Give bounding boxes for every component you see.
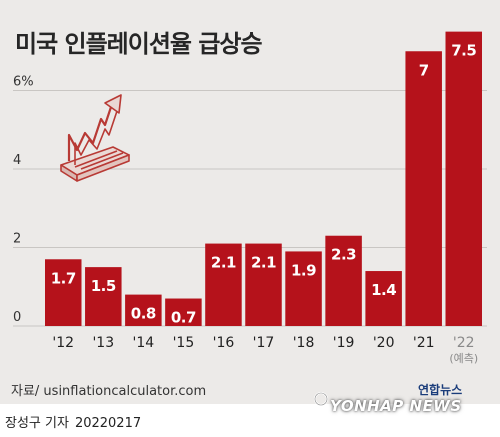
bar: [45, 259, 82, 326]
x-axis-tick-labels: '12 '13 '14 '15 '16 '17 '18 '19 '20 '21 '22: [52, 335, 474, 351]
brand-name-english: YONHAP NEWS: [330, 397, 462, 415]
credit-line: 장성구 기자 20220217: [5, 412, 141, 431]
bar: [245, 243, 282, 326]
value-labels: 1.7 1.5 0.8 0.7 2.1 2.1 1.9 2.3 1.4 7 7.5: [51, 42, 477, 327]
bar-value-label: 2.1: [251, 254, 276, 272]
bar-value-label: 2.1: [211, 254, 236, 272]
bars: [45, 31, 482, 326]
bar-value-label: 1.5: [91, 277, 116, 295]
bar-value-label: 7: [419, 61, 429, 79]
bar-chart: 1.7 1.5 0.8 0.7 2.1 2.1 1.9 2.3 1.4 7 7.5 0 2 4 6% '1…: [13, 31, 487, 365]
x-tick-label: '19: [333, 335, 355, 351]
reporter-name: 장성구 기자: [5, 416, 69, 431]
x-tick-label: '15: [173, 335, 195, 351]
x-tick-label: '14: [133, 335, 155, 351]
rising-arrow-illustration-icon: [60, 94, 130, 182]
x-tick-label: '17: [253, 335, 275, 351]
bar: [405, 51, 442, 326]
x-tick-label: '20: [373, 335, 395, 351]
x-tick-label: '12: [52, 335, 74, 351]
x-tick-label: '16: [213, 335, 235, 351]
yonhap-logo-icon: [314, 392, 328, 406]
x-tick-label: '13: [92, 335, 114, 351]
bar: [85, 267, 122, 326]
x-tick-label: '21: [413, 335, 435, 351]
bar: [205, 243, 242, 326]
bar-value-label: 1.4: [371, 281, 396, 299]
bar: [125, 294, 162, 326]
source-note: 자료/ usinflationcalculator.com: [11, 384, 207, 399]
bar-value-label: 0.7: [171, 309, 196, 327]
bar: [285, 251, 322, 326]
bar-value-label: 0.8: [131, 305, 156, 323]
bar-value-label: 1.7: [51, 269, 76, 287]
bar-value-label: 1.9: [291, 261, 316, 279]
x-axis-notes: (예측): [449, 352, 478, 365]
y-axis-tick-labels: 0 2 4 6%: [13, 75, 34, 326]
y-tick-label: 2: [13, 232, 21, 247]
y-tick-label: 4: [13, 153, 21, 168]
chart-title: 미국 인플레이션율 급상승: [15, 30, 263, 58]
bar: [325, 235, 362, 326]
y-tick-label: 6%: [13, 75, 34, 90]
x-tick-label: '18: [293, 335, 315, 351]
x-tick-label: '22: [453, 335, 475, 351]
bar-value-label: 7.5: [451, 42, 476, 60]
bar-value-label: 2.3: [331, 246, 356, 264]
bar: [365, 271, 402, 326]
bar: [165, 298, 202, 326]
brand-name-korean: 연합뉴스: [418, 383, 463, 397]
x-tick-note: (예측): [449, 352, 478, 365]
publish-date: 20220217: [74, 416, 142, 431]
bar: [445, 31, 482, 326]
y-tick-label: 0: [13, 310, 21, 325]
